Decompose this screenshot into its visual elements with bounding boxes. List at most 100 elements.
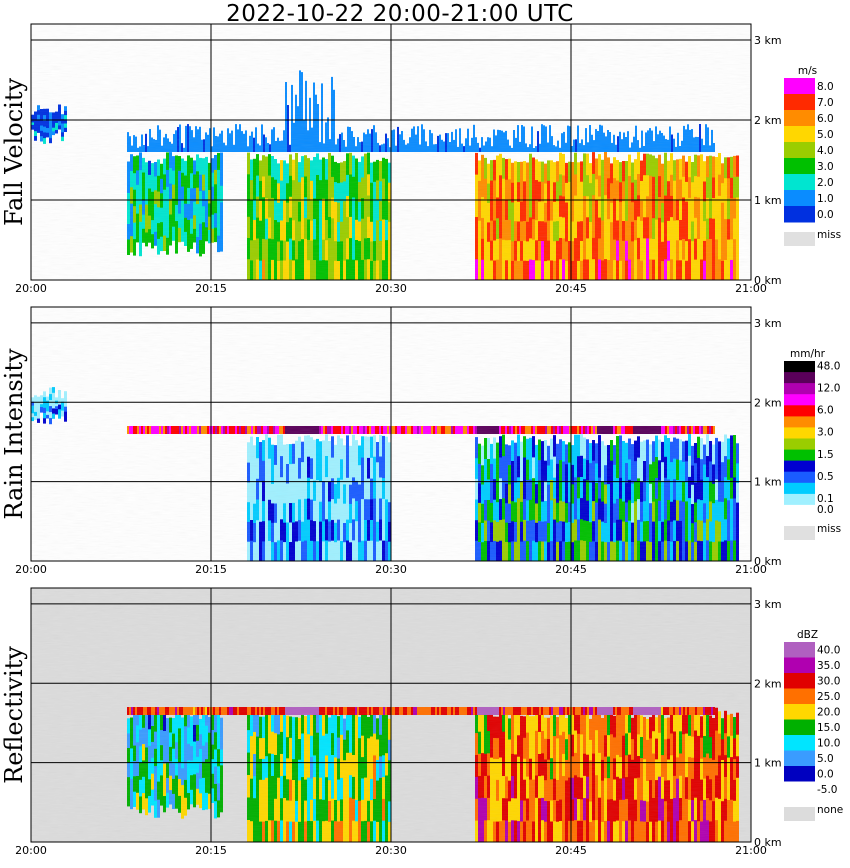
reflectivity-colorbar-swatch — [784, 781, 815, 798]
fall-velocity-panel: 20:00 20:15 20:30 20:45 21:000 km 1 km 2 km 3 k… — [0, 23, 841, 295]
reflectivity-panel: 20:00 20:15 20:30 20:45 21:000 km 1 km 2 km 3 k… — [0, 587, 843, 857]
reflectivity-y-tick-label: 1 km — [754, 757, 782, 770]
fall-velocity-x-tick-label: 20:45 — [555, 282, 587, 295]
rain-intensity-x-tick-label: 20:15 — [195, 563, 227, 576]
fall-velocity-colorbar-swatch — [784, 78, 815, 95]
rain-intensity-colorbar-swatch — [784, 394, 815, 406]
reflectivity-colorbar-label: 20.0 — [817, 707, 840, 719]
fall-velocity-y-tick-label: 1 km — [754, 194, 782, 207]
rain-intensity-colorbar-label: 6.0 — [817, 405, 834, 417]
fall-velocity-colorbar-swatch — [784, 126, 815, 143]
fall-velocity-colorbar-swatch — [784, 142, 815, 159]
fall-velocity-colorbar: m/s8.0 7.0 6.0 5.0 4.0 3.0 2.0 1.0 0.0 miss — [784, 65, 841, 246]
reflectivity-x-tick-label: 20:30 — [375, 844, 407, 857]
fall-velocity-colorbar-miss-swatch — [784, 232, 815, 246]
reflectivity-colorbar-swatch — [784, 766, 815, 782]
rain-intensity-colorbar-label: 1.5 — [817, 449, 834, 461]
rain-intensity-y-tick-label: 3 km — [754, 317, 782, 330]
reflectivity-colorbar-swatch — [784, 642, 815, 658]
fall-velocity-x-tick-label: 20:00 — [15, 282, 47, 295]
rain-intensity-x-tick-label: 21:00 — [735, 563, 767, 576]
fall-velocity-y-tick-label: 0 km — [754, 274, 782, 287]
reflectivity-colorbar-swatch — [784, 688, 815, 705]
fall-velocity-colorbar-label: 0.0 — [817, 209, 834, 221]
fall-velocity-colorbar-swatch — [784, 190, 815, 207]
fall-velocity-y-tick-label: 3 km — [754, 34, 782, 47]
fall-velocity-colorbar-swatch — [784, 110, 815, 127]
reflectivity-colorbar-label: 0.0 — [817, 769, 834, 781]
reflectivity-colorbar-swatch — [784, 657, 815, 674]
rain-intensity-colorbar-label: 3.0 — [817, 427, 834, 439]
reflectivity-colorbar-unit: dBZ — [797, 629, 818, 641]
fall-velocity-colorbar-swatch — [784, 206, 815, 223]
reflectivity-colorbar-label: 5.0 — [817, 753, 834, 765]
fall-velocity-y-tick-label: 2 km — [754, 114, 782, 127]
fall-velocity-colorbar-label: 6.0 — [817, 113, 834, 125]
fall-velocity-x-tick-label: 20:15 — [195, 282, 227, 295]
rain-intensity-colorbar-swatch — [784, 427, 815, 439]
reflectivity-x-tick-label: 20:45 — [555, 844, 587, 857]
rain-intensity-y-tick-label: 1 km — [754, 476, 782, 489]
reflectivity-colorbar-swatch — [784, 750, 815, 767]
reflectivity-colorbar: dBZ 40.0 35.0 30.0 25.0 20.0 15.0 10.0 5.0 0.0 -5.… — [784, 629, 843, 821]
rain-intensity-y-tick-label: 0 km — [754, 555, 782, 568]
fall-velocity-colorbar-unit: m/s — [798, 65, 817, 77]
rain-intensity-colorbar-swatch — [784, 460, 815, 473]
reflectivity-plot-frame — [30, 587, 752, 843]
reflectivity-colorbar-label: 35.0 — [817, 660, 840, 672]
reflectivity-colorbar-label: 15.0 — [817, 722, 840, 734]
rain-intensity-colorbar-miss-label: miss — [817, 523, 841, 535]
rain-intensity-colorbar-swatch — [784, 405, 815, 417]
reflectivity-y-tick-label: 3 km — [754, 598, 782, 611]
rain-intensity-colorbar-swatch — [784, 471, 815, 484]
fall-velocity-colorbar-label: 2.0 — [817, 177, 834, 189]
reflectivity-colorbar-label: 10.0 — [817, 738, 840, 750]
page-title: 2022-10-22 20:00-21:00 UTC — [226, 1, 574, 27]
rain-intensity-colorbar-swatch — [784, 449, 815, 462]
fall-velocity-colorbar-swatch — [784, 158, 815, 175]
rain-intensity-panel: 20:00 20:15 20:30 20:45 21:000 km 1 km 2 km 3 k… — [0, 306, 841, 576]
rain-intensity-x-tick-label: 20:30 — [375, 563, 407, 576]
reflectivity-colorbar-swatch — [784, 704, 815, 720]
reflectivity-colorbar-swatch — [784, 673, 815, 689]
reflectivity-colorbar-label: 40.0 — [817, 645, 840, 657]
fall-velocity-x-tick-label: 21:00 — [735, 282, 767, 295]
fall-velocity-ylabel: Fall Velocity — [0, 78, 28, 227]
fall-velocity-x-tick-label: 20:30 — [375, 282, 407, 295]
rain-intensity-x-tick-label: 20:45 — [555, 563, 587, 576]
fall-velocity-colorbar-swatch — [784, 174, 815, 191]
rain-intensity-colorbar-swatch — [784, 372, 815, 384]
rain-intensity-colorbar-swatch — [784, 416, 815, 428]
rain-intensity-colorbar-label: 12.0 — [817, 382, 840, 394]
rain-intensity-colorbar-swatch — [784, 361, 815, 373]
fall-velocity-colorbar-label: 5.0 — [817, 129, 834, 141]
reflectivity-ylabel: Reflectivity — [0, 646, 28, 784]
rain-intensity-colorbar-miss-swatch — [784, 526, 815, 540]
rain-intensity-ylabel: Rain Intensity — [0, 348, 28, 520]
reflectivity-colorbar-label: 25.0 — [817, 691, 840, 703]
reflectivity-x-tick-label: 20:00 — [15, 844, 47, 857]
fall-velocity-colorbar-label: 3.0 — [817, 161, 834, 173]
rain-intensity-colorbar-swatch — [784, 383, 815, 395]
fall-velocity-colorbar-label: 4.0 — [817, 145, 834, 157]
fall-velocity-colorbar-label: 8.0 — [817, 81, 834, 93]
rain-intensity-colorbar-swatch — [784, 482, 815, 495]
rain-intensity-colorbar-label: 0.1 — [817, 493, 834, 505]
reflectivity-colorbar-swatch — [784, 719, 815, 736]
rain-intensity-colorbar-label: 48.0 — [817, 360, 840, 372]
rain-intensity-colorbar-unit: mm/hr — [790, 348, 826, 360]
reflectivity-y-tick-label: 2 km — [754, 677, 782, 690]
reflectivity-colorbar-miss-swatch — [784, 807, 815, 821]
rain-intensity-colorbar-swatch — [784, 504, 815, 517]
fall-velocity-plot-frame — [30, 23, 752, 281]
rain-intensity-plot-frame — [30, 306, 752, 562]
rain-intensity-colorbar-swatch — [784, 493, 815, 506]
rain-intensity-colorbar-label: 0.0 — [817, 504, 834, 516]
reflectivity-colorbar-label: 30.0 — [817, 676, 840, 688]
rain-intensity-y-tick-label: 2 km — [754, 396, 782, 409]
fall-velocity-colorbar-miss-label: miss — [817, 229, 841, 241]
reflectivity-x-tick-label: 21:00 — [735, 844, 767, 857]
rain-intensity-x-tick-label: 20:00 — [15, 563, 47, 576]
